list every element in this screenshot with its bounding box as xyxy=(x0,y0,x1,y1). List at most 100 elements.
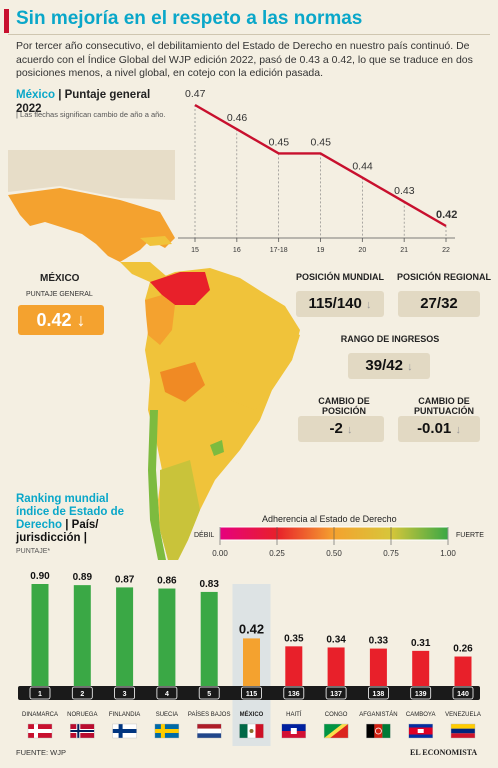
map-uruguay xyxy=(210,440,224,456)
country-label: HAITÍ xyxy=(286,711,302,718)
rank-number: 5 xyxy=(207,691,211,698)
title-accent-bar xyxy=(4,9,9,33)
trend-x-tick: 19 xyxy=(317,247,325,254)
country-label: MÉXICO xyxy=(240,710,264,718)
rank-number: 139 xyxy=(415,691,427,698)
rank-badge xyxy=(325,686,347,700)
down-arrow-icon: ↓ xyxy=(455,424,461,436)
map-brazil xyxy=(200,320,300,410)
legend-tick-label: 0.75 xyxy=(383,549,399,558)
income-range-value: 39/42 ↓ xyxy=(348,353,430,379)
rank-number: 138 xyxy=(373,691,385,698)
flag-icon xyxy=(196,723,222,739)
rank-badge xyxy=(241,686,262,700)
map-chile xyxy=(148,410,166,560)
ranking-title: Ranking mundial índice de Estado de Dere… xyxy=(16,493,126,545)
rank-badge xyxy=(156,686,178,700)
flag-icon xyxy=(154,723,180,739)
flag-icon xyxy=(70,723,95,739)
trend-x-tick: 17-18 xyxy=(270,247,288,254)
map-venezuela xyxy=(150,272,210,305)
trend-title-country: México xyxy=(16,89,55,101)
trend-series-line xyxy=(194,103,447,228)
score-change-value: -0.01 ↓ xyxy=(398,416,480,442)
bar-value-label: 0.83 xyxy=(199,579,219,590)
map-colombia xyxy=(145,295,175,345)
ranking-title-rest: | País/ jurisdicción | xyxy=(16,519,99,544)
score-change-number: -0.01 xyxy=(417,420,452,437)
income-range-label: RANGO DE INGRESOS xyxy=(340,334,440,344)
country-label: SUECIA xyxy=(156,712,178,718)
map-bolivia xyxy=(160,362,205,402)
bar xyxy=(243,638,260,686)
rank-number: 136 xyxy=(288,691,300,698)
bar-chart: 0.90 1 DINAMARCA 0.89 2 NORUEGA 0.87 3 FINLANDIA… xyxy=(18,571,481,746)
trend-value-label: 0.45 xyxy=(269,136,290,148)
flag-icon xyxy=(27,723,53,739)
position-change-value: -2 ↓ xyxy=(298,416,384,442)
bar-value-label: 0.31 xyxy=(411,638,431,649)
rank-badge xyxy=(71,686,93,700)
trend-x-tick: 15 xyxy=(191,247,199,254)
trend-title: México | Puntaje general 2022 xyxy=(16,88,176,116)
bar-value-label: 0.90 xyxy=(30,571,50,582)
bar xyxy=(327,647,345,686)
position-change-number: -2 xyxy=(329,420,343,437)
legend-tick-label: 1.00 xyxy=(440,549,456,558)
regional-position-value: 27/32 xyxy=(398,291,480,317)
trend-value-label: 0.42 xyxy=(436,209,457,221)
bar-value-label: 0.34 xyxy=(326,634,346,645)
trend-value-label: 0.43 xyxy=(394,185,415,197)
regional-position-label: POSICIÓN REGIONAL xyxy=(396,272,491,282)
country-label: FINLANDIA xyxy=(109,712,140,718)
title-divider xyxy=(8,34,490,35)
rank-number: 2 xyxy=(80,691,84,698)
map-guyana xyxy=(210,282,232,300)
income-range-number: 39/42 xyxy=(365,357,403,374)
rank-badge xyxy=(198,686,220,700)
ranking-subtitle: PUNTAJE* xyxy=(16,548,51,555)
rank-number: 115 xyxy=(246,691,257,698)
rank-badge xyxy=(114,686,135,700)
mexico-label: MÉXICO xyxy=(40,273,80,284)
country-label: PAÍSES BAJOS xyxy=(188,711,231,718)
down-arrow-icon: ↓ xyxy=(407,361,413,373)
rank-badge xyxy=(367,686,389,700)
country-label: DINAMARCA xyxy=(22,712,58,718)
map-mexico xyxy=(8,188,175,262)
flag-icon xyxy=(239,723,264,739)
bar xyxy=(369,648,387,686)
flag-icon xyxy=(450,723,476,739)
trend-x-tick: 20 xyxy=(358,247,366,254)
legend-tick-label: 0.50 xyxy=(326,549,342,558)
rank-number: 1 xyxy=(38,691,42,698)
world-position-value: 115/140 ↓ xyxy=(296,291,384,317)
bar-value-label: 0.87 xyxy=(115,574,135,585)
trend-chart: 0.47 15 0.46 16 0.45 17-18 0.45 19 0.44 20 0.43 21 0… xyxy=(178,88,457,254)
legend-tick-label: 0.00 xyxy=(212,549,228,558)
rank-badge xyxy=(29,686,51,700)
legend-ticks: 0.00 0.25 0.50 0.75 1.00 xyxy=(212,527,456,558)
flag-icon xyxy=(366,723,391,739)
trend-note: | Las flechas significan cambio de año a… xyxy=(16,110,166,119)
rank-badge xyxy=(410,686,432,700)
position-change-label: CAMBIO DE POSICIÓN xyxy=(318,396,370,416)
brand-logo: EL ECONOMISTA xyxy=(410,748,478,757)
bar xyxy=(73,585,91,686)
flag-icon xyxy=(408,723,433,739)
country-label: NORUEGA xyxy=(67,712,97,718)
world-position-label: POSICIÓN MUNDIAL xyxy=(295,272,384,282)
rank-number: 140 xyxy=(457,691,469,698)
map-argentina-south xyxy=(160,460,200,560)
page-title: Sin mejoría en el respeto a las normas xyxy=(16,8,363,29)
trend-x-tick: 22 xyxy=(442,247,450,254)
rank-number: 3 xyxy=(123,691,127,698)
flag-icon xyxy=(112,723,137,739)
legend-tick-label: 0.25 xyxy=(269,549,285,558)
bar xyxy=(412,650,430,686)
trend-value-label: 0.45 xyxy=(311,136,332,148)
legend-strong-label: FUERTE xyxy=(456,532,484,539)
mexico-sublabel: PUNTAJE GENERAL xyxy=(26,291,93,298)
bar-value-label: 0.42 xyxy=(239,621,264,636)
source-note: FUENTE: WJP xyxy=(16,748,66,757)
